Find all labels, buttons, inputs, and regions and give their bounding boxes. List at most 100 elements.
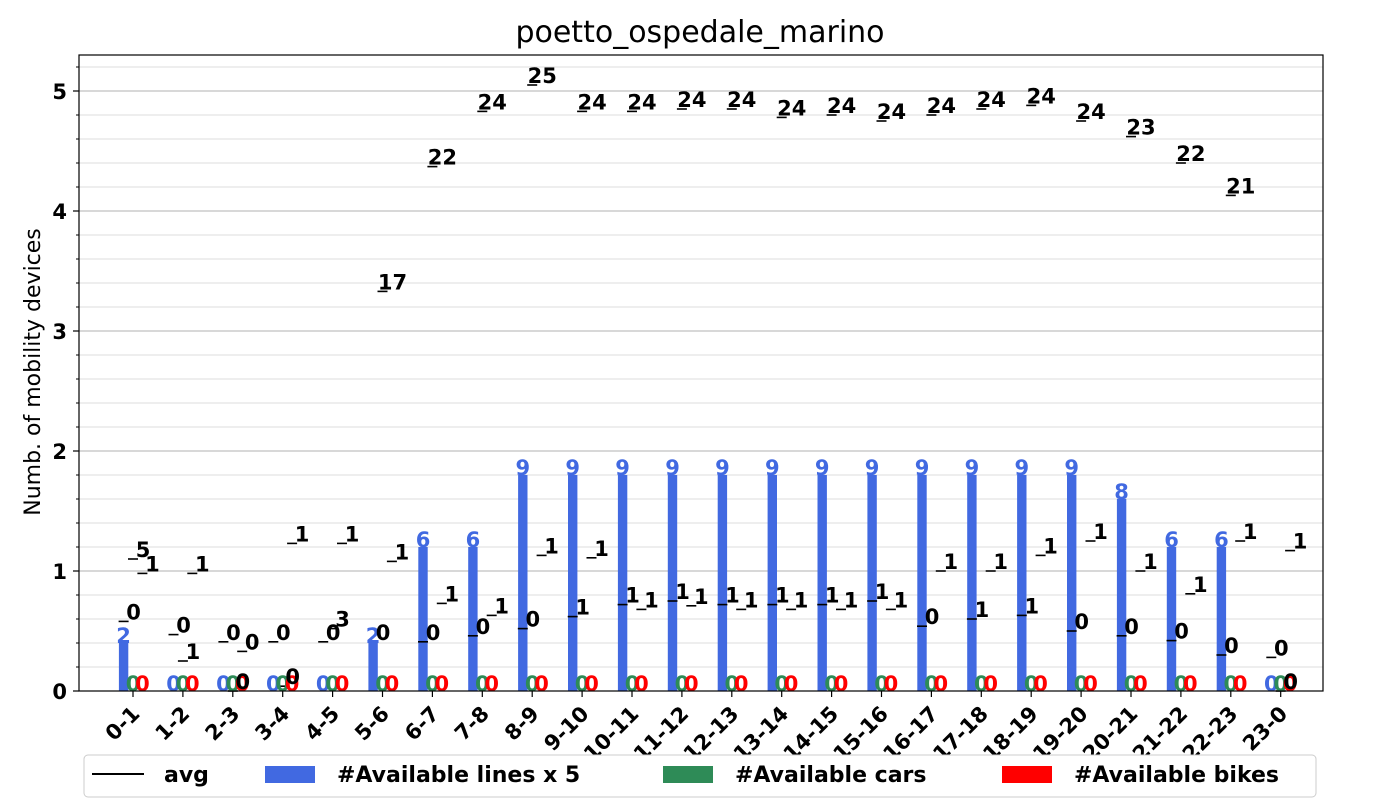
bar-value-label: 0 (325, 672, 340, 696)
avg-value-label: 0 (285, 665, 300, 689)
bar (1166, 547, 1177, 691)
bar (368, 643, 378, 691)
x-tick-label: 0-1 (101, 702, 145, 746)
plot-frame (78, 54, 1324, 692)
labels-layer: 20 0 0 026 69 9 9 9 9 9 9 9 9 9 9 986 600 0 0 0 0 0 0 0 0 0 0 0 0 0 0 0… (116, 64, 1307, 696)
bar-value-label: 0 (884, 672, 899, 696)
bar-value-label: 0 (266, 672, 281, 696)
bar-value-label: 0 (1124, 672, 1139, 696)
avg-value-label: 1 (145, 552, 160, 576)
bar-value-label: 0 (1233, 672, 1248, 696)
y-tick-label: 2 (52, 440, 67, 464)
avg-value-label: 0 (245, 630, 260, 654)
bar-value-label: 0 (216, 672, 231, 696)
y-tick-label: 3 (52, 320, 67, 344)
bar (418, 547, 428, 691)
bar-value-label: 0 (225, 672, 240, 696)
avg-value-label: 5 (136, 538, 151, 562)
avg-value-label: 17 (378, 270, 407, 294)
avg-value-label: 1 (694, 585, 709, 609)
bar-value-label: 0 (634, 672, 649, 696)
bar-value-label: 9 (1014, 456, 1029, 480)
bar-value-label: 0 (525, 672, 540, 696)
avg-value-label: 1 (575, 596, 590, 620)
bar-value-label: 0 (874, 672, 889, 696)
bar (967, 475, 977, 691)
avg-value-label: 1 (644, 588, 659, 612)
avg-value-label: 21 (1226, 174, 1255, 198)
avg-value-label: 0 (925, 605, 940, 629)
bar-value-label: 0 (575, 672, 590, 696)
bar-value-label: 0 (1024, 672, 1039, 696)
avg-value-label: 1 (825, 584, 840, 608)
y-ticks-layer: 0 1 2 3 4 5 (52, 66, 79, 704)
y-tick-label: 1 (52, 560, 67, 584)
bars-layer (118, 475, 1227, 691)
x-tick-label: 2-3 (201, 702, 245, 746)
x-tick-label: 8-9 (500, 702, 544, 746)
avg-value-label: 1 (295, 522, 310, 546)
avg-value-label: 1 (1193, 573, 1208, 597)
legend-swatch (663, 766, 713, 783)
avg-value-label: 1 (1093, 520, 1108, 544)
legend-label: avg (164, 763, 209, 788)
x-tick-label: 3-4 (250, 702, 294, 746)
legend-label: #Available cars (735, 763, 927, 788)
avg-value-label: 1 (345, 522, 360, 546)
avg-value-label: 24 (1076, 100, 1105, 124)
y-tick-label: 4 (52, 200, 67, 224)
avg-value-label: 24 (877, 100, 906, 124)
avg-value-label: 24 (827, 94, 856, 118)
avg-value-label: 1 (794, 588, 809, 612)
bar-value-label: 0 (1183, 672, 1198, 696)
bar (867, 475, 877, 691)
bar (468, 547, 478, 691)
bar (667, 475, 678, 691)
bar (1067, 475, 1077, 691)
bar-value-label: 9 (1064, 456, 1079, 480)
avg-value-label: 1 (1143, 550, 1158, 574)
bar (1216, 547, 1227, 691)
bar-value-label: 0 (1033, 672, 1048, 696)
bar-value-label: 0 (924, 672, 939, 696)
bar-value-label: 0 (1133, 672, 1148, 696)
bar-value-label: 9 (665, 456, 680, 480)
bar-value-label: 0 (1283, 672, 1298, 696)
avg-value-label: 24 (478, 90, 507, 114)
avg-value-label: 3 (335, 608, 350, 632)
bar (617, 475, 628, 691)
bar-value-label: 6 (1214, 528, 1229, 552)
bar-value-label: 0 (625, 672, 640, 696)
bar (518, 475, 528, 691)
avg-value-label: 0 (1274, 636, 1289, 660)
bar (1017, 475, 1027, 691)
bar-value-label: 0 (235, 672, 250, 696)
avg-layer (118, 84, 1296, 692)
avg-value-label: 1 (744, 588, 759, 612)
avg-value-label: 0 (525, 608, 540, 632)
avg-value-label: 1 (844, 588, 859, 612)
avg-value-label: 1 (775, 584, 790, 608)
avg-value-label: 1 (1043, 534, 1058, 558)
avg-value-label: 1 (675, 580, 690, 604)
chart-title: poetto_ospedale_marino (515, 15, 884, 50)
bar-value-label: 0 (316, 672, 331, 696)
bar-value-label: 0 (784, 672, 799, 696)
grid-layer (79, 66, 1323, 668)
bar-value-label: 0 (385, 672, 400, 696)
y-axis-title: Numb. of mobility devices (21, 228, 46, 516)
avg-value-label: 24 (1027, 84, 1056, 108)
avg-value-label: 1 (975, 598, 990, 622)
bar-value-label: 6 (1164, 528, 1179, 552)
avg-value-label: 1 (1024, 594, 1039, 618)
avg-value-label: 0 (276, 621, 291, 645)
bar-value-label: 0 (126, 672, 141, 696)
bar-value-label: 0 (983, 672, 998, 696)
avg-value-label: 1 (195, 552, 210, 576)
bar-value-label: 0 (1083, 672, 1098, 696)
avg-value-label: 1 (725, 584, 740, 608)
avg-value-label: 1 (1293, 530, 1308, 554)
bar-value-label: 0 (285, 672, 300, 696)
avg-value-label: 24 (677, 88, 706, 112)
avg-value-label: 1 (894, 588, 909, 612)
